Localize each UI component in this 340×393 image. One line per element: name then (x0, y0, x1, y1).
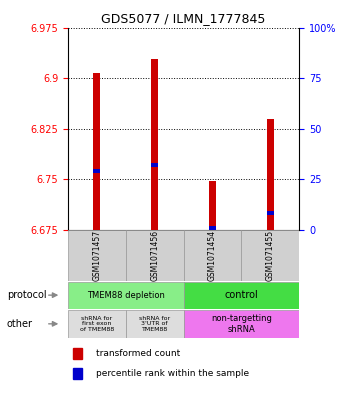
Bar (184, 310, 299, 338)
Title: GDS5077 / ILMN_1777845: GDS5077 / ILMN_1777845 (101, 12, 266, 25)
Bar (241, 230, 299, 281)
Bar (94, 169, 100, 173)
Bar (209, 226, 216, 230)
Bar (94, 73, 100, 230)
Bar (267, 119, 274, 230)
Bar (267, 211, 274, 215)
Bar (68, 230, 126, 281)
Text: non-targetting
shRNA: non-targetting shRNA (211, 314, 272, 334)
Bar (73, 348, 82, 358)
Bar (68, 310, 126, 338)
Text: GSM1071456: GSM1071456 (150, 230, 159, 281)
Text: control: control (224, 290, 258, 300)
Text: shRNA for
3'UTR of
TMEM88: shRNA for 3'UTR of TMEM88 (139, 316, 170, 332)
Bar (209, 181, 216, 230)
Bar (151, 163, 158, 167)
Text: transformed count: transformed count (96, 349, 180, 358)
Bar (126, 230, 184, 281)
Text: percentile rank within the sample: percentile rank within the sample (96, 369, 249, 378)
Text: other: other (7, 319, 33, 329)
Bar (68, 282, 184, 309)
Text: GSM1071454: GSM1071454 (208, 230, 217, 281)
Bar (184, 282, 299, 309)
Text: TMEM88 depletion: TMEM88 depletion (87, 291, 165, 299)
Bar (73, 369, 82, 379)
Text: protocol: protocol (7, 290, 47, 300)
Bar (151, 59, 158, 230)
Bar (126, 310, 184, 338)
Text: GSM1071455: GSM1071455 (266, 230, 275, 281)
Text: GSM1071457: GSM1071457 (92, 230, 101, 281)
Text: shRNA for
first exon
of TMEM88: shRNA for first exon of TMEM88 (80, 316, 114, 332)
Bar (184, 230, 241, 281)
